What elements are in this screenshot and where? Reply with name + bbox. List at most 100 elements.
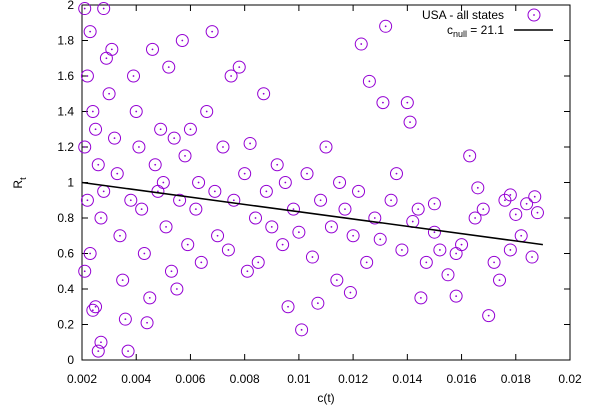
- point-dot: [509, 249, 512, 251]
- x-tick-label: 0.008: [230, 372, 260, 386]
- point-ring: [360, 255, 374, 269]
- point: [449, 289, 463, 303]
- point-dot: [102, 7, 105, 10]
- point-ring: [156, 176, 170, 189]
- point-dot: [211, 30, 214, 33]
- point: [80, 193, 94, 207]
- point-dot: [243, 172, 246, 175]
- point-dot: [189, 128, 192, 131]
- point-ring: [143, 291, 157, 305]
- point-dot: [83, 270, 86, 273]
- point-ring: [449, 289, 463, 303]
- point-dot: [344, 208, 346, 211]
- point-ring: [441, 268, 455, 282]
- y-tick-label: 0: [67, 353, 74, 367]
- point-dot: [352, 234, 355, 237]
- point-dot: [460, 243, 463, 246]
- point: [376, 96, 390, 110]
- point: [221, 243, 235, 257]
- point: [83, 247, 97, 260]
- point: [167, 131, 181, 145]
- point-ring: [395, 243, 409, 257]
- y-tick-label: 0.2: [57, 318, 74, 332]
- point: [249, 211, 263, 225]
- point-dot: [455, 295, 458, 297]
- point-ring: [286, 202, 300, 216]
- point-dot: [368, 80, 371, 83]
- point: [205, 25, 219, 39]
- point-ring: [238, 167, 252, 181]
- point-dot: [520, 234, 523, 237]
- point-dot: [395, 172, 398, 175]
- point-ring: [80, 69, 94, 83]
- x-axis-label: c(t): [317, 391, 334, 405]
- point-ring: [319, 140, 333, 154]
- point-ring: [170, 282, 184, 296]
- point: [343, 286, 357, 300]
- point-dot: [300, 328, 303, 331]
- point-dot: [360, 43, 363, 45]
- point: [498, 193, 512, 207]
- point: [89, 122, 103, 136]
- point-dot: [316, 302, 319, 305]
- point-dot: [83, 7, 86, 10]
- point: [427, 225, 441, 239]
- point-ring: [503, 188, 517, 202]
- point: [99, 51, 113, 65]
- point: [352, 184, 366, 198]
- point-dot: [514, 213, 517, 216]
- point-ring: [525, 250, 539, 264]
- x-tick-label: 0.016: [447, 372, 477, 386]
- point-dot: [504, 199, 506, 202]
- point: [211, 229, 225, 243]
- point: [514, 229, 528, 243]
- point-dot: [262, 92, 265, 95]
- point-dot: [230, 75, 233, 77]
- point-dot: [373, 217, 376, 219]
- point-ring: [200, 105, 214, 118]
- point: [78, 2, 92, 16]
- point: [132, 140, 146, 154]
- point: [403, 115, 417, 129]
- point: [97, 2, 111, 16]
- point: [135, 202, 149, 216]
- point: [503, 188, 517, 202]
- point-dot: [173, 137, 176, 140]
- point-ring: [83, 25, 97, 39]
- point-dot: [140, 208, 143, 211]
- point: [414, 291, 428, 305]
- point-dot: [382, 101, 384, 104]
- point-dot: [119, 234, 121, 237]
- point-ring: [211, 229, 225, 243]
- point-ring: [362, 74, 376, 88]
- point-ring: [330, 273, 344, 287]
- point-ring: [373, 232, 387, 246]
- point: [362, 74, 376, 88]
- point: [240, 264, 254, 278]
- point: [346, 229, 360, 243]
- point-dot: [205, 110, 208, 113]
- point: [487, 255, 501, 269]
- x-tick-label: 0.02: [558, 372, 582, 386]
- point-ring: [249, 211, 263, 225]
- point-dot: [94, 128, 97, 131]
- y-label-main: R: [11, 180, 25, 189]
- point: [411, 202, 425, 216]
- point-ring: [121, 344, 135, 358]
- legend-label: cnull = 21.1: [447, 23, 504, 39]
- point: [354, 37, 368, 51]
- point-ring: [300, 167, 314, 181]
- point-dot: [146, 321, 148, 324]
- point-dot: [135, 110, 138, 113]
- point-dot: [194, 208, 197, 211]
- point: [86, 303, 100, 317]
- point-ring: [476, 202, 490, 216]
- point: [286, 202, 300, 216]
- point-ring: [251, 255, 265, 269]
- point-ring: [314, 193, 328, 207]
- point-dot: [91, 110, 94, 113]
- point-ring: [129, 105, 143, 118]
- point: [395, 243, 409, 257]
- point-ring: [503, 243, 517, 257]
- point-ring: [183, 122, 197, 136]
